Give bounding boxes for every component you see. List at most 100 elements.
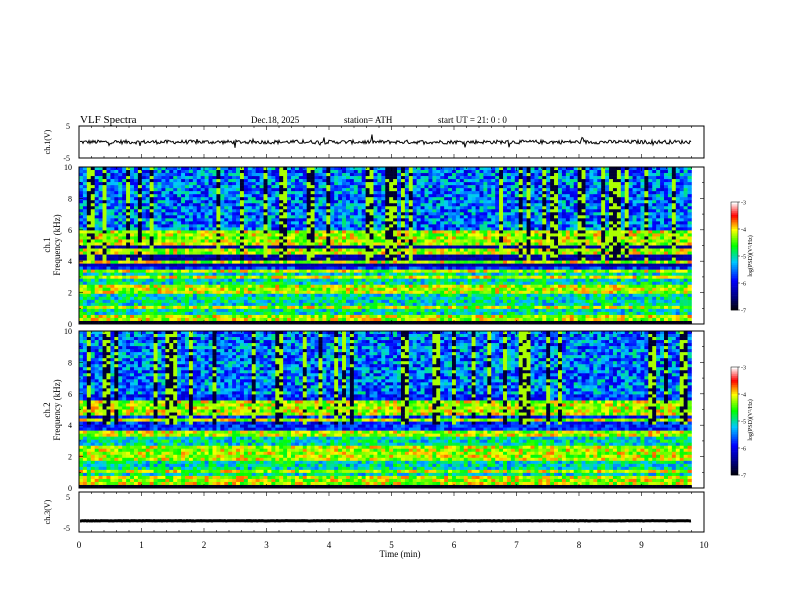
spectrogram-cell: [342, 218, 347, 222]
spectrogram-cell: [381, 191, 386, 195]
spectrogram-cell: [86, 269, 92, 273]
spectrogram-cell: [82, 230, 88, 234]
spectrogram-cell: [204, 182, 209, 186]
spectrogram-cell: [404, 200, 410, 204]
spectrogram-cell: [243, 293, 249, 298]
spectrogram-cell: [353, 302, 359, 307]
spectrogram-cell: [318, 179, 323, 183]
spectrogram-cell: [416, 209, 421, 213]
spectrogram-cell: [102, 230, 107, 234]
spectrogram-cell: [243, 299, 249, 304]
spectrogram-cell: [169, 167, 174, 171]
spectrogram-cell: [432, 311, 437, 316]
spectrogram-cell: [236, 314, 241, 319]
spectrogram-cell: [263, 320, 268, 325]
spectrogram-cell: [361, 278, 366, 283]
spectrogram-cell: [420, 209, 425, 213]
spectrogram-cell: [263, 167, 268, 171]
spectrogram-cell: [90, 176, 96, 180]
spectrogram-cell: [365, 227, 370, 231]
spectrogram-cell: [161, 299, 166, 304]
spectrogram-cell: [232, 254, 237, 258]
spectrogram-cell: [126, 284, 131, 289]
spectrogram-cell: [247, 194, 253, 198]
spectrogram-cell: [82, 278, 88, 283]
spectrogram-cell: [357, 275, 362, 280]
spectrogram-cell: [228, 296, 233, 301]
spectrogram-cell: [79, 167, 84, 171]
spectrogram-cell: [173, 260, 178, 264]
spectrogram-cell: [353, 215, 359, 219]
spectrogram-cell: [224, 203, 229, 207]
spectrogram-cell: [82, 179, 88, 183]
spectrogram-cell: [247, 176, 253, 180]
spectrogram-cell: [102, 227, 107, 231]
spectrogram-cell: [79, 287, 84, 292]
spectrogram-cell: [306, 179, 311, 183]
spectrogram-cell: [444, 200, 449, 204]
spectrogram-cell: [169, 170, 174, 174]
spectrogram-cell: [82, 266, 88, 270]
spectrogram-cell: [236, 236, 241, 240]
spectrogram-cell: [389, 296, 394, 301]
spectrogram-cell: [192, 272, 198, 276]
spectrogram-cell: [82, 281, 88, 286]
spectrogram-cell: [412, 263, 417, 267]
spectrogram-cell: [94, 197, 99, 201]
spectrogram-cell: [161, 275, 166, 280]
spectrogram-cell: [361, 218, 366, 222]
spectrogram-cell: [263, 317, 268, 322]
spectrogram-cell: [444, 197, 449, 201]
spectrogram-cell: [173, 230, 178, 234]
spectrogram-cell: [334, 191, 339, 195]
spectrogram-cell: [141, 260, 147, 264]
spectrogram-cell: [416, 266, 421, 270]
spectrogram-cell: [216, 233, 221, 237]
spectrogram-cell: [157, 251, 162, 255]
spectrogram-cell: [302, 281, 308, 286]
spectrogram-cell: [243, 170, 249, 174]
spectrogram-cell: [302, 173, 308, 177]
spectrogram-cell: [389, 263, 394, 267]
spectrogram-cell: [385, 188, 390, 192]
spectrogram-cell: [239, 293, 245, 298]
spectrogram-cell: [393, 320, 398, 325]
spectrogram-cell: [444, 263, 449, 267]
spectrogram-cell: [259, 182, 264, 186]
spectrogram-cell: [98, 269, 103, 273]
spectrogram-cell: [181, 179, 186, 183]
spectrogram-cell: [82, 182, 88, 186]
spectrogram-cell: [271, 314, 276, 319]
spectrogram-cell: [314, 275, 319, 280]
spectrogram-cell: [185, 263, 190, 267]
spectrogram-cell: [283, 308, 288, 313]
spectrogram-cell: [287, 260, 292, 264]
spectrogram-cell: [204, 278, 209, 283]
spectrogram-cell: [153, 206, 158, 210]
spectrogram-cell: [196, 287, 202, 292]
spectrogram-cell: [334, 245, 339, 249]
spectrogram-cell: [369, 200, 374, 204]
spectrogram-cell: [102, 299, 107, 304]
spectrogram-cell: [263, 206, 268, 210]
spectrogram-cell: [228, 269, 233, 273]
spectrogram-cell: [412, 257, 417, 261]
spectrogram-cell: [436, 314, 441, 319]
spectrogram-cell: [133, 263, 139, 267]
spectrogram-cell: [440, 215, 445, 219]
spectrogram-cell: [349, 305, 355, 310]
spectrogram-cell: [267, 212, 272, 216]
spectrogram-cell: [259, 302, 264, 307]
spectrogram-cell: [188, 167, 194, 171]
spectrogram-cell: [220, 263, 225, 267]
spectrogram-cell: [385, 278, 390, 283]
spectrogram-cell: [232, 209, 237, 213]
spectrogram-cell: [161, 194, 166, 198]
spectrogram-cell: [291, 224, 296, 228]
spectrogram-cell: [200, 299, 205, 304]
spectrogram-cell: [130, 230, 135, 234]
spectrogram-cell: [302, 314, 308, 319]
spectrogram-cell: [267, 176, 272, 180]
spectrogram-cell: [251, 266, 256, 270]
spectrogram-cell: [436, 269, 441, 273]
